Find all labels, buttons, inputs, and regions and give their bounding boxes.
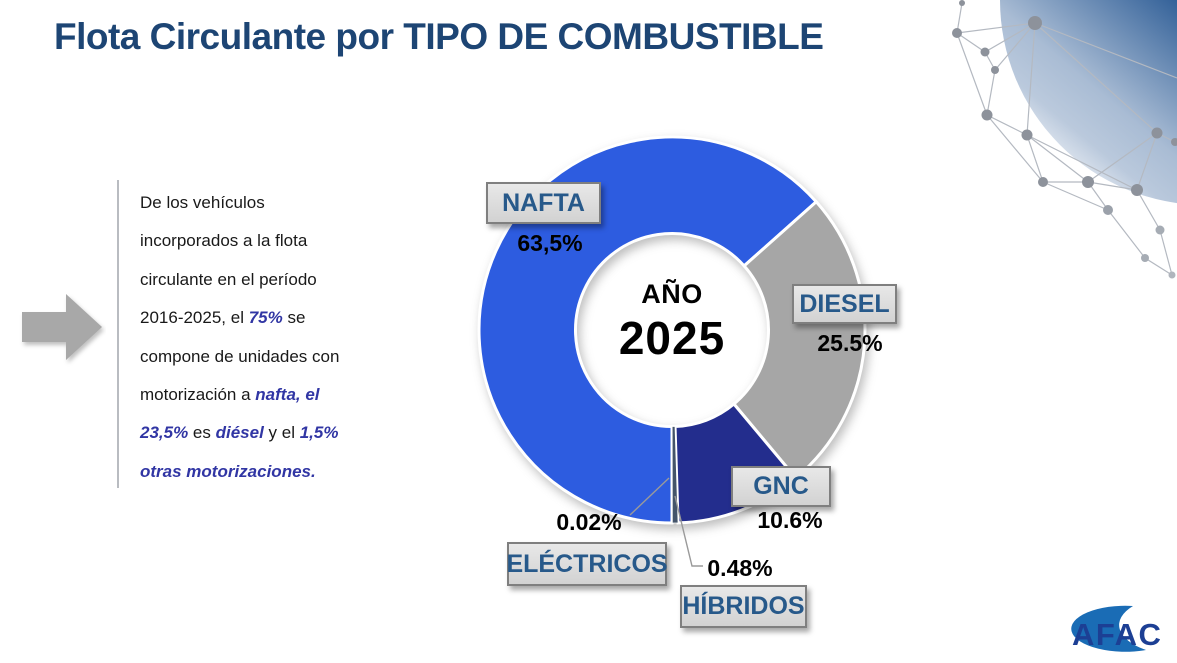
note-text: circulante en el período [140,269,317,289]
percent-nafta: 63,5% [517,230,583,256]
label-box-gnc: GNC [731,466,831,507]
note-highlight: 75% [248,308,283,328]
plexus-nodes [952,0,1177,279]
hole-label-year: AÑO [641,279,703,309]
percent-diesel: 25.5% [817,330,883,356]
slice-diesel [731,199,867,481]
note-text: y el [263,423,300,443]
note-highlight: 1,5% [299,423,339,443]
label-box-hibridos: HÍBRIDOS [680,585,807,628]
label-box-diesel: DIESEL [792,284,897,324]
note-text: 2016-2025, el [140,308,249,328]
right-arrow-icon [22,294,102,360]
note-highlight: 23,5% [140,423,189,443]
logo-text: AFAC [1072,617,1162,652]
afac-logo: AFAC [1071,605,1162,652]
summary-note: De los vehículos incorporados a la flota c… [140,184,440,491]
hole-label-2025: 2025 [618,312,726,364]
percent-gnc: 10.6% [757,507,823,533]
note-highlight: diésel [215,423,264,443]
network-globe-icon [952,0,1177,279]
percent-hibridos: 0.48% [707,555,773,581]
note-text: se [282,308,306,328]
globe-sphere [1000,0,1177,204]
page-title: Flota Circulante por TIPO DE COMBUSTIBLE [54,16,824,57]
note-text: incorporados a la flota [140,231,308,251]
slice-nafta [477,135,819,525]
vertical-divider [117,180,119,488]
note-highlight: nafta, el [255,385,320,405]
note-text: motorización a [140,385,256,405]
note-text: compone de unidades con [140,346,340,366]
note-highlight: otras motorizaciones. [140,461,316,481]
percent-electricos: 0.02% [556,509,622,535]
label-box-nafta: NAFTA [486,182,601,224]
note-text: es [188,423,216,443]
logo-swoosh-icon [1071,605,1146,652]
label-box-electricos: ELÉCTRICOS [506,542,668,586]
note-text: De los vehículos [140,193,265,212]
